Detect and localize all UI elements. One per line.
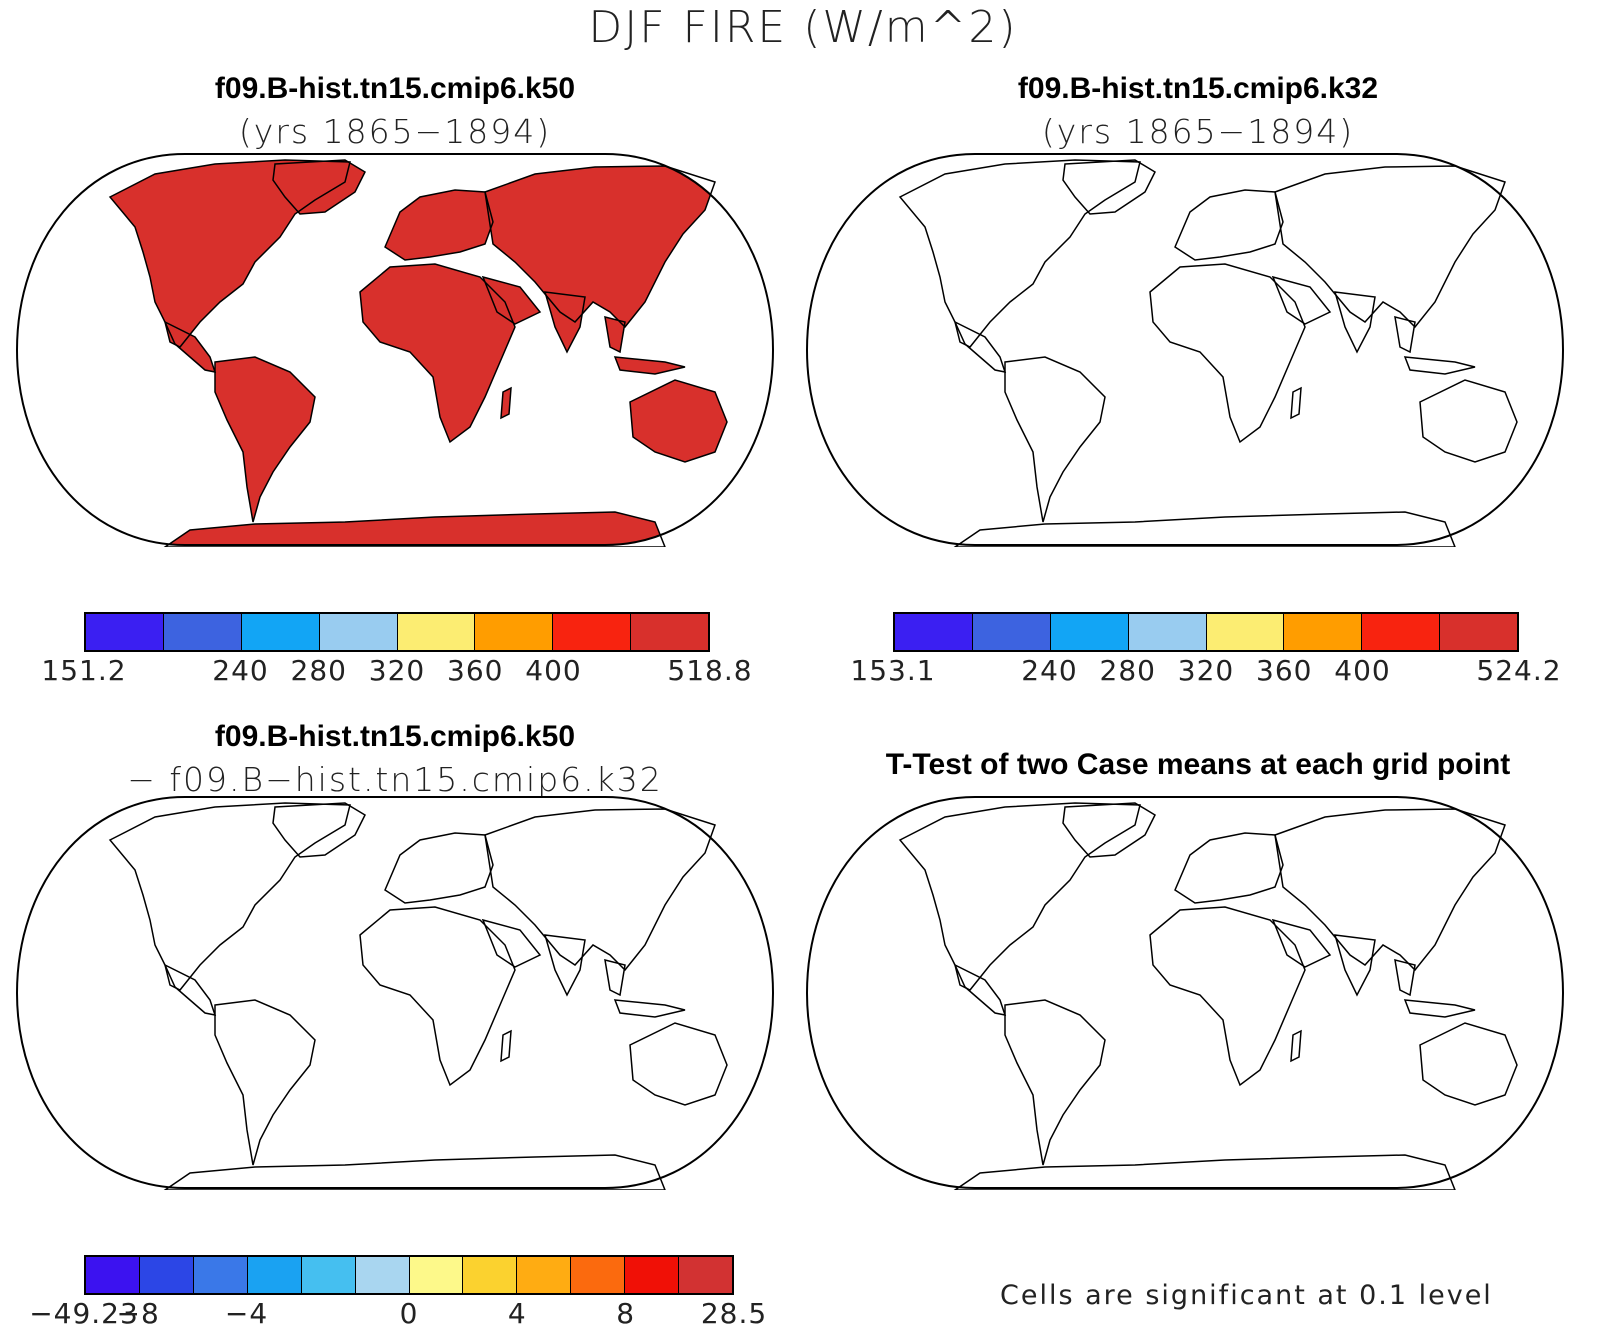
colorbar-swatch <box>241 614 320 650</box>
colorbar-swatch <box>193 1257 248 1293</box>
colorbar-swatch <box>463 1257 518 1293</box>
colorbar-swatch <box>86 614 164 650</box>
colorbar-swatch <box>1050 614 1129 650</box>
map-top-left-bands <box>15 153 775 547</box>
colorbar-swatch <box>319 614 398 650</box>
colorbar-swatch <box>553 614 632 650</box>
colorbar-swatch <box>1128 614 1207 650</box>
colorbar-swatch <box>625 1257 680 1293</box>
colorbar-tick-label: 400 <box>1334 654 1391 687</box>
colorbar-swatch <box>972 614 1051 650</box>
colorbar-tick-label: 280 <box>290 654 347 687</box>
map-top-left <box>110 160 727 545</box>
colorbar-tick-label: −8 <box>116 1297 160 1330</box>
colorbar-swatch <box>1440 614 1517 650</box>
figure-title: DJF FIRE (W/m^2) <box>588 2 1018 53</box>
colorbar-tick-label: 8 <box>616 1297 636 1330</box>
colorbar-bottom-left <box>84 1255 734 1295</box>
panel-title-bottom-right: T-Test of two Case means at each grid po… <box>885 748 1511 781</box>
colorbar-tick-label: 240 <box>1021 654 1078 687</box>
colorbar-swatch <box>571 1257 626 1293</box>
colorbar-tick-label: 400 <box>525 654 582 687</box>
colorbar-swatch <box>1362 614 1441 650</box>
colorbar-swatch <box>895 614 973 650</box>
colorbar-tick-label: −49.23 <box>29 1297 139 1330</box>
map-top-right <box>805 153 1565 547</box>
colorbar-swatch <box>139 1257 194 1293</box>
colorbar-swatch <box>631 614 708 650</box>
colorbar-swatch <box>301 1257 356 1293</box>
colorbar-tick-label: 240 <box>212 654 269 687</box>
colorbar-swatch <box>355 1257 410 1293</box>
map-bottom-left <box>15 796 775 1190</box>
colorbar-top-right <box>893 612 1519 652</box>
colorbar-tick-label: 524.2 <box>1476 654 1562 687</box>
colorbar-tick-label: 320 <box>1177 654 1235 687</box>
colorbar-swatch <box>517 1257 572 1293</box>
colorbar-tick-label: 360 <box>1256 654 1313 687</box>
colorbar-tick-label: 151.2 <box>41 654 127 687</box>
significance-note: Cells are significant at 0.1 level <box>1000 1280 1493 1311</box>
map-bottom-right <box>805 796 1565 1190</box>
colorbar-tick-label: 518.8 <box>667 654 753 687</box>
panel-title-top-left: f09.B-hist.tn15.cmip6.k50 <box>214 72 576 105</box>
colorbar-swatch <box>163 614 242 650</box>
panel-subtitle-top-right: (yrs 1865−1894) <box>1041 112 1355 151</box>
colorbar-tick-label: 320 <box>368 654 426 687</box>
colorbar-tick-label: −4 <box>224 1297 269 1330</box>
colorbar-tick-label: 0 <box>399 1297 419 1330</box>
colorbar-top-left <box>84 612 710 652</box>
colorbar-swatch <box>475 614 554 650</box>
colorbar-swatch <box>1284 614 1363 650</box>
panel-subtitle-bottom-left: − f09.B−hist.tn15.cmip6.k32 <box>127 760 663 799</box>
colorbar-swatch <box>679 1257 733 1293</box>
panel-subtitle-top-left: (yrs 1865−1894) <box>238 112 552 151</box>
colorbar-tick-label: 28.5 <box>700 1297 768 1330</box>
colorbar-swatch <box>409 1257 464 1293</box>
panel-title-top-right: f09.B-hist.tn15.cmip6.k32 <box>1017 72 1379 105</box>
colorbar-tick-label: 4 <box>507 1297 527 1330</box>
colorbar-tick-label: 153.1 <box>850 654 936 687</box>
panel-title-bottom-left: f09.B-hist.tn15.cmip6.k50 <box>214 720 576 753</box>
colorbar-swatch <box>247 1257 302 1293</box>
colorbar-swatch <box>1206 614 1285 650</box>
colorbar-swatch <box>397 614 476 650</box>
colorbar-tick-label: 280 <box>1099 654 1156 687</box>
colorbar-tick-label: 360 <box>447 654 504 687</box>
colorbar-swatch <box>86 1257 140 1293</box>
